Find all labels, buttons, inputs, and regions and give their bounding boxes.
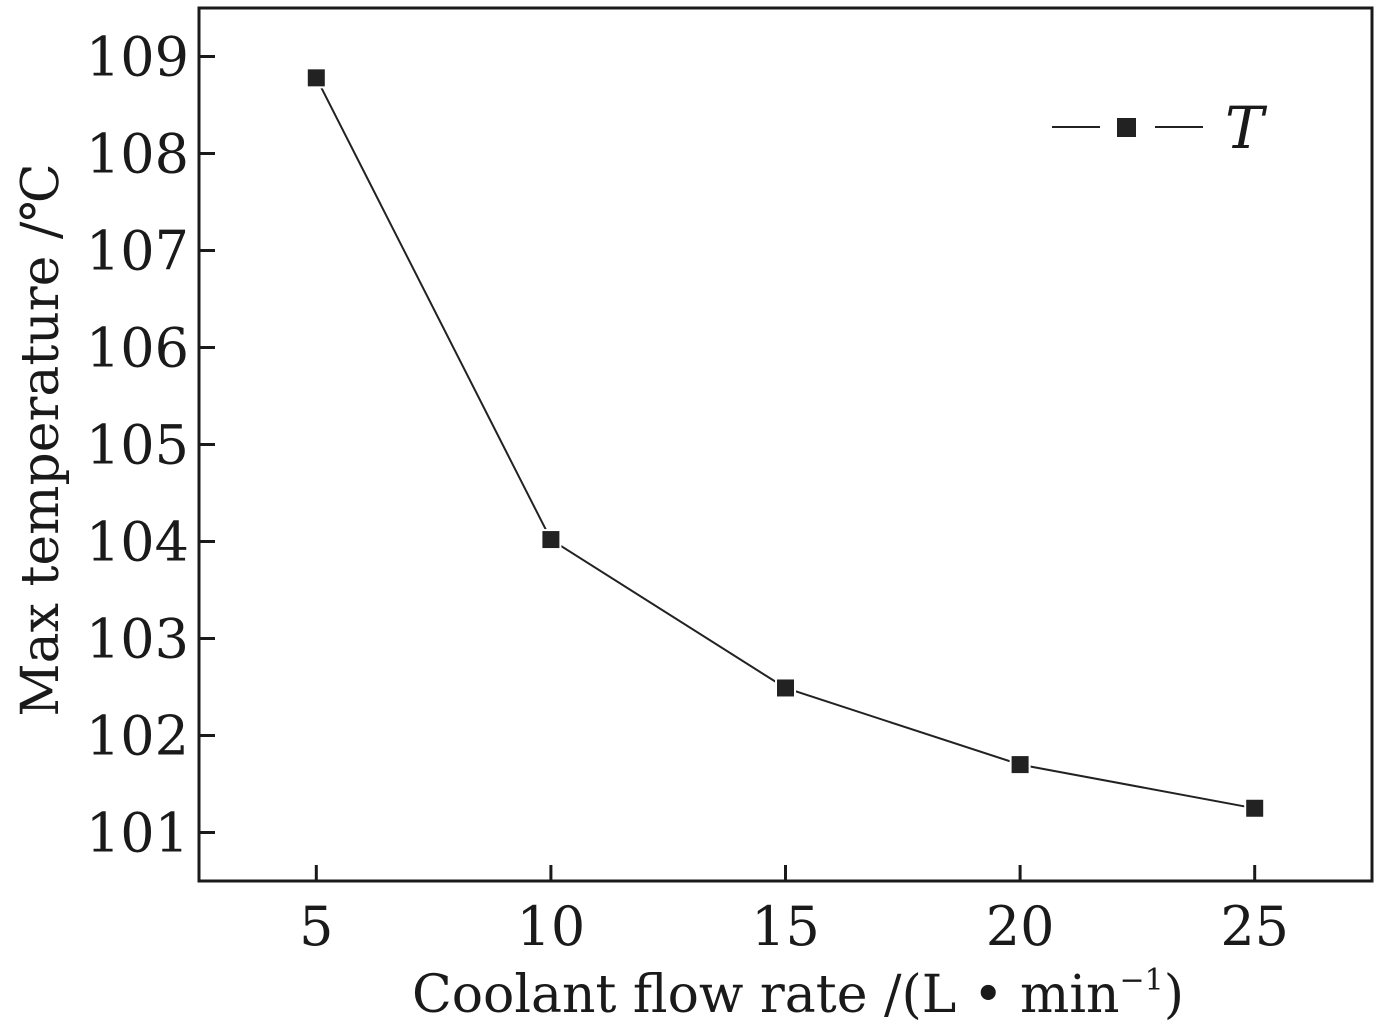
- data-point-marker: [540, 529, 562, 551]
- data-point-marker: [1009, 754, 1031, 776]
- x-tick-label: 25: [1220, 895, 1289, 958]
- x-tick-label: 5: [299, 895, 333, 958]
- y-axis: 101 102 103 104 105 106 107 108 109: [86, 26, 215, 865]
- y-tick-label: 107: [86, 220, 189, 283]
- x-tick-label: 15: [751, 895, 820, 958]
- series-layer: [305, 67, 1266, 819]
- data-point-marker: [305, 67, 327, 89]
- data-point-marker: [1244, 797, 1266, 819]
- x-tick-label: 20: [986, 895, 1055, 958]
- y-tick-label: 102: [86, 705, 189, 768]
- y-tick-label: 105: [86, 414, 189, 477]
- x-axis-title-exponent: −1: [1120, 963, 1164, 998]
- y-tick-label: 101: [86, 802, 189, 865]
- x-tick-label: 10: [517, 895, 586, 958]
- y-tick-label: 108: [86, 123, 189, 186]
- x-axis: 5 10 15 20 25: [299, 865, 1289, 958]
- y-tick-label: 103: [86, 608, 189, 671]
- x-axis-title: Coolant flow rate /(L • min−1): [412, 963, 1184, 1025]
- plot-frame: [197, 6, 1374, 883]
- y-tick-label: 106: [86, 317, 189, 380]
- series-line-t: [315, 77, 1255, 810]
- y-tick-label: 109: [86, 26, 189, 89]
- legend: T: [1052, 94, 1268, 162]
- y-axis-title: Max temperature /℃: [11, 163, 71, 716]
- y-tick-label: 104: [86, 511, 189, 574]
- legend-marker: [1117, 118, 1136, 137]
- data-point-marker: [775, 677, 796, 699]
- legend-label-t: T: [1225, 94, 1268, 162]
